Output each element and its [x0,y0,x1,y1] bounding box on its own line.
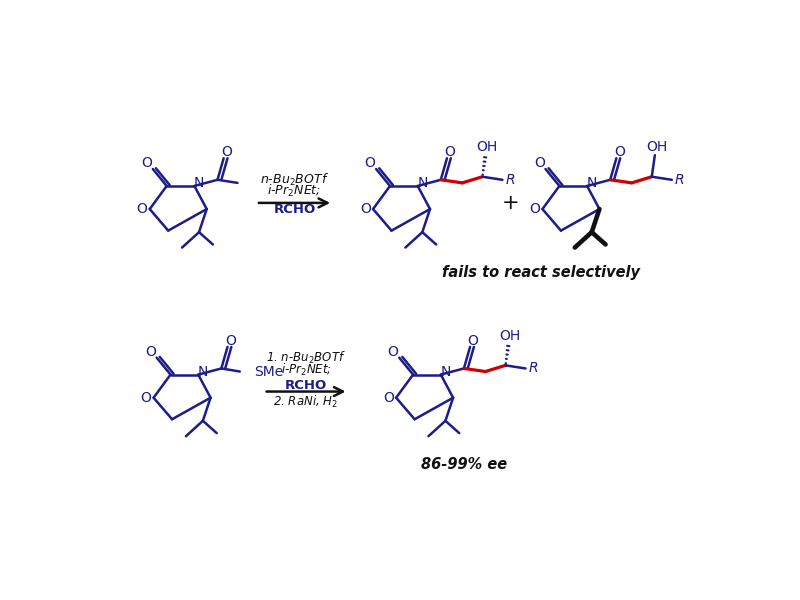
Text: OH: OH [476,140,498,154]
Text: N: N [440,365,450,379]
Text: RCHO: RCHO [285,379,327,392]
Text: O: O [530,202,540,216]
Text: RCHO: RCHO [274,203,316,215]
Text: O: O [614,145,625,159]
Text: 2. RaNi, H$_2$: 2. RaNi, H$_2$ [274,394,338,410]
Text: fails to react selectively: fails to react selectively [442,265,640,280]
Text: OH: OH [646,140,667,154]
Text: O: O [360,202,370,216]
Text: O: O [142,156,152,170]
Text: 86-99% ee: 86-99% ee [421,457,507,472]
Text: O: O [145,344,156,359]
Text: R: R [506,173,515,187]
Text: OH: OH [499,329,521,343]
Text: SMe: SMe [254,365,283,379]
Text: N: N [417,176,427,190]
Text: O: O [225,334,236,348]
Text: O: O [534,156,545,170]
Text: O: O [383,391,394,405]
Text: O: O [137,202,147,216]
Text: 1. $n$-Bu$_2$BOTf: 1. $n$-Bu$_2$BOTf [266,350,346,367]
Text: O: O [468,334,478,348]
Text: O: O [445,145,455,159]
Text: N: N [198,365,208,379]
Text: $n$-Bu$_2$BOTf: $n$-Bu$_2$BOTf [260,172,329,188]
Text: R: R [528,361,538,376]
Text: R: R [674,173,684,187]
Text: $i$-Pr$_2$NEt;: $i$-Pr$_2$NEt; [267,183,322,199]
Text: O: O [365,156,375,170]
Text: +: + [502,193,519,213]
Text: O: O [141,391,151,405]
Text: O: O [222,145,232,159]
Text: $i$-Pr$_2$NEt;: $i$-Pr$_2$NEt; [281,362,331,378]
Text: O: O [388,344,398,359]
Text: N: N [194,176,204,190]
Text: N: N [586,176,597,190]
